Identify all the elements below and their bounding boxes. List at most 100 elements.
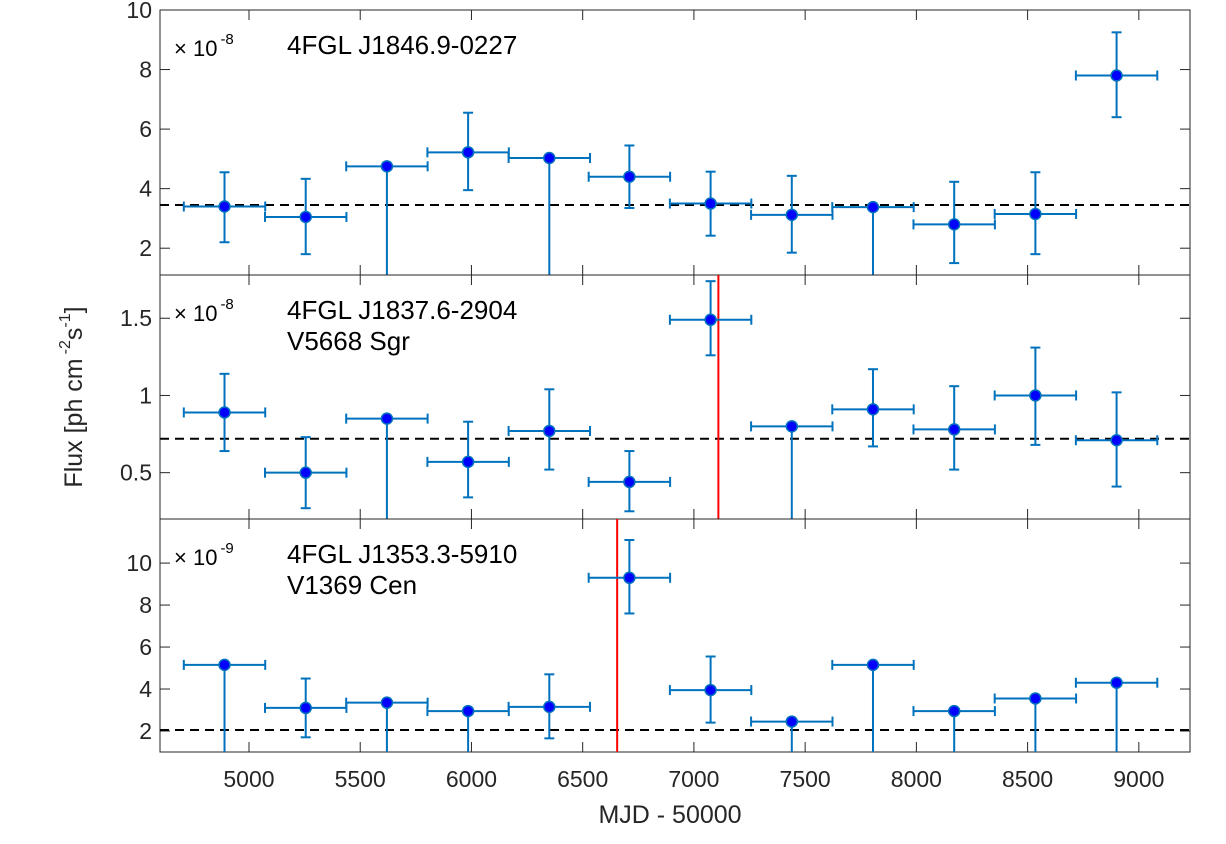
data-point-group: [750, 420, 834, 519]
data-point-group: [993, 171, 1078, 256]
y-tick-label: 10: [126, 0, 152, 23]
data-point-group: [182, 658, 267, 752]
data-point: [543, 424, 556, 438]
panel-plot-area: [160, 519, 1190, 752]
data-point-group: [426, 420, 510, 499]
y-tick-label: 1: [139, 382, 152, 408]
x-tick-label: 6000: [446, 766, 497, 792]
y-axis-label-s: s: [60, 328, 88, 341]
x-tick-label: 5500: [335, 766, 386, 792]
y-axis-label-exp2: -1: [57, 313, 74, 327]
data-point-group: [912, 704, 996, 752]
axis-multiplier-exponent: -9: [220, 540, 233, 557]
data-point-group: [831, 368, 915, 448]
data-point: [785, 208, 799, 222]
data-point: [704, 683, 717, 697]
data-point: [461, 704, 475, 718]
data-point: [947, 218, 961, 231]
data-point-group: [831, 200, 915, 275]
data-point-group: [507, 151, 592, 275]
y-axis-label-close: ]: [60, 306, 88, 313]
data-point-group: [750, 715, 834, 752]
panel-1: 2 4 6 8 10 × 10 -8 4FGL J1846.9-0227: [126, 0, 1191, 276]
axis-multiplier-base: × 10: [174, 36, 217, 61]
y-tick-label: 2: [139, 235, 152, 261]
y-tick-label: 8: [139, 592, 152, 618]
data-point-group: [1074, 676, 1159, 752]
data-point: [623, 170, 636, 183]
data-point: [1110, 69, 1123, 82]
data-point-group: [587, 538, 672, 615]
data-point: [1110, 676, 1123, 689]
data-point-group: [507, 388, 592, 471]
data-point-group: [587, 450, 672, 513]
data-point-group: [182, 372, 267, 453]
data-point-group: [1074, 391, 1159, 488]
data-point: [866, 200, 880, 214]
y-tick-label: 6: [139, 634, 152, 660]
x-tick-label: 6500: [557, 766, 608, 792]
data-point: [299, 466, 312, 479]
y-axis-label: Flux [ph cm -2s-1]: [57, 306, 88, 487]
source-name-label: 4FGL J1837.6-2904: [287, 295, 517, 325]
panel-frame: [159, 518, 1191, 753]
data-point: [299, 210, 312, 224]
panel-plot-area: [160, 31, 1190, 275]
data-point: [704, 313, 717, 327]
data-point-group: [831, 658, 915, 752]
data-point-group: [750, 174, 834, 254]
data-point-group: [426, 704, 510, 752]
data-point: [380, 412, 394, 425]
source-name-label: 4FGL J1353.3-5910: [287, 539, 517, 569]
data-point-group: [182, 171, 267, 244]
y-tick-label: 2: [139, 718, 152, 744]
data-point: [380, 696, 394, 709]
data-point: [218, 200, 231, 213]
data-point-group: [1074, 31, 1159, 119]
data-point: [623, 475, 636, 489]
y-tick-label: 0.5: [120, 460, 152, 486]
data-point: [1029, 389, 1042, 402]
data-point-group: [668, 170, 753, 237]
data-point-group: [912, 180, 996, 265]
y-tick-label: 8: [139, 57, 152, 83]
x-axis-label: MJD - 50000: [598, 801, 741, 829]
source-name-label: 4FGL J1846.9-0227: [287, 30, 517, 60]
data-point-group: [912, 385, 996, 471]
data-point-group: [426, 111, 510, 192]
x-tick-label: 7500: [780, 766, 831, 792]
axis-multiplier: × 10 -8: [174, 296, 234, 326]
data-point: [704, 197, 717, 210]
axis-multiplier-base: × 10: [174, 545, 217, 570]
data-point: [785, 715, 799, 728]
x-tick-label: 5000: [223, 766, 274, 792]
data-point: [380, 160, 394, 173]
data-point-group: [668, 655, 753, 724]
data-point: [218, 406, 231, 419]
data-point: [1029, 692, 1042, 705]
data-point: [947, 704, 961, 718]
x-tick-label: 8500: [1002, 766, 1053, 792]
data-point: [866, 658, 880, 672]
data-point-group: [345, 160, 429, 275]
data-point: [1029, 207, 1042, 221]
data-point: [461, 146, 475, 159]
data-point-group: [345, 412, 429, 519]
x-tick-label: 9000: [1113, 766, 1164, 792]
axis-multiplier-exponent: -8: [220, 31, 233, 48]
y-axis-label-main: Flux [ph cm: [60, 358, 88, 487]
nova-name-label: V5668 Sgr: [287, 326, 410, 356]
data-point-group: [587, 144, 672, 210]
x-tick-label: 7000: [668, 766, 719, 792]
data-point: [461, 455, 475, 469]
panel-plot-area: [160, 275, 1190, 519]
x-tick-label: 8000: [891, 766, 942, 792]
data-point: [785, 420, 799, 433]
data-point-group: [507, 673, 592, 740]
y-tick-label: 10: [126, 550, 152, 576]
data-point-group: [668, 280, 753, 357]
data-point: [218, 658, 231, 672]
y-tick-label: 6: [139, 116, 152, 142]
